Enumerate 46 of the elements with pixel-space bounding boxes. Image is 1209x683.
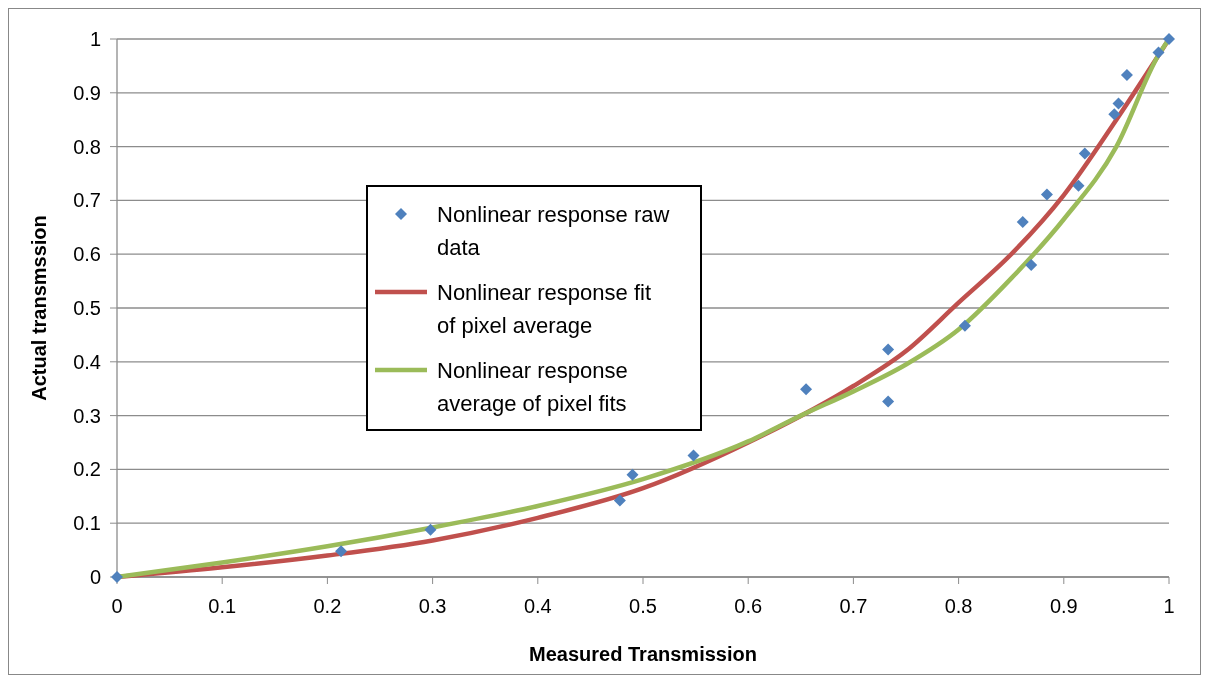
x-tick-label: 0.7 [839,595,868,617]
legend-label: Nonlinear response fit of pixel average [437,279,652,338]
x-tick-label: 0.1 [208,595,237,617]
y-tick-label: 0.2 [73,458,101,481]
legend-label: Nonlinear response average of pixel fits [437,357,628,416]
y-tick-label: 1 [89,28,101,50]
point [613,494,626,507]
x-tick-label: 0 [111,595,123,617]
point [1152,46,1165,59]
x-axis-title: Measured Transmission [529,643,757,665]
y-tick-label: 0.4 [73,350,101,373]
y-tick-label: 0 [89,566,101,588]
y-tick-label: 0.7 [73,189,101,212]
x-tick-label: 0.9 [1049,595,1078,617]
point [424,523,437,536]
y-axis-title: Actual transmssion [28,215,50,401]
point [1025,258,1038,271]
x-tick-label: 0.2 [313,595,342,617]
x-tick-label: 1 [1163,595,1175,617]
point [1120,69,1133,82]
point [335,545,348,558]
point [1078,147,1091,160]
x-tick-label: 0.5 [629,595,657,617]
x-tick-label: 0.8 [944,595,973,617]
y-tick-label: 0.8 [73,135,101,158]
x-tick-label: 0.3 [418,595,447,617]
point [882,395,895,408]
point [1163,33,1175,45]
y-tick-label: 0.1 [73,512,101,535]
point [882,343,895,356]
point [1072,179,1085,192]
y-tick-label: 0.3 [73,404,101,427]
point [800,383,813,396]
x-tick-label: 0.4 [523,595,552,617]
y-tick-label: 0.6 [73,243,101,266]
x-tick-label: 0.6 [734,595,763,617]
y-tick-label: 0.5 [73,297,101,319]
point [958,319,971,332]
legend-label: Nonlinear response raw data [437,201,670,260]
point [1040,188,1053,201]
point [1108,108,1121,121]
point [1016,215,1029,228]
y-tick-label: 0.9 [73,81,101,104]
point [687,449,700,462]
point [626,468,639,481]
point [1112,97,1125,110]
